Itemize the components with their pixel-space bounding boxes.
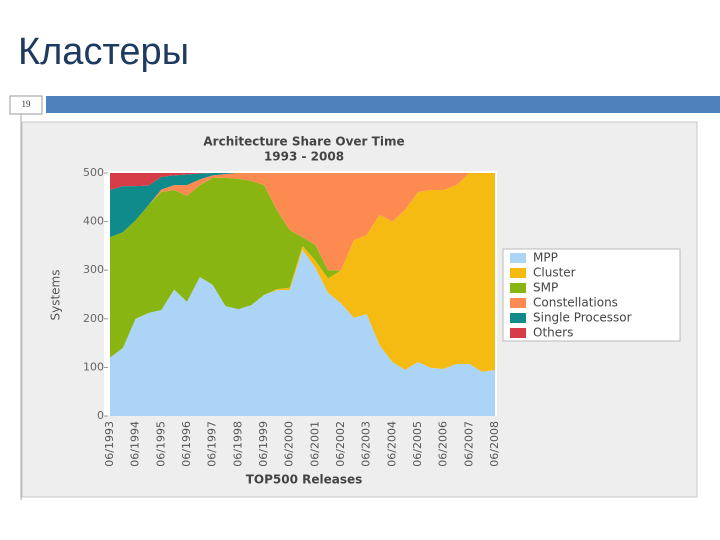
x-tick-label: 06/2003 <box>360 421 373 467</box>
legend-label: MPP <box>533 251 558 265</box>
legend-swatch <box>510 298 526 308</box>
legend-label: Single Processor <box>533 311 632 325</box>
x-tick-label: 06/1996 <box>180 421 193 467</box>
y-axis-label: Systems <box>49 270 63 321</box>
x-tick-label: 06/2008 <box>488 421 501 467</box>
x-tick-label: 06/1994 <box>129 421 142 467</box>
legend-label: Others <box>533 326 573 340</box>
legend-label: SMP <box>533 281 558 295</box>
x-tick-label: 06/2000 <box>283 421 296 467</box>
slide-number-box <box>9 95 43 115</box>
area <box>110 249 495 416</box>
x-axis-label: TOP500 Releases <box>246 473 363 487</box>
x-tick-label: 06/1998 <box>231 421 244 467</box>
slide-title: Кластеры <box>18 31 189 73</box>
area <box>110 173 495 191</box>
header-bar <box>46 96 720 113</box>
legend-swatch <box>510 328 526 338</box>
y-tick-label: 100 <box>83 360 104 373</box>
legend-label: Constellations <box>533 296 618 310</box>
legend-swatch <box>510 313 526 323</box>
legend-swatch <box>510 268 526 278</box>
y-tick-label: 500 <box>83 166 104 179</box>
y-tick-label: 200 <box>83 312 104 325</box>
x-tick-label: 06/2001 <box>308 421 321 467</box>
x-tick-label: 06/2006 <box>437 421 450 467</box>
x-tick-label: 06/2007 <box>462 421 475 467</box>
y-tick-label: 0 <box>97 409 104 422</box>
legend-label: Cluster <box>533 266 576 280</box>
y-tick-label: 400 <box>83 215 104 228</box>
slide-number: 19 <box>22 99 32 109</box>
x-tick-label: 06/1997 <box>206 421 219 467</box>
chart-title: Architecture Share Over Time <box>203 135 404 149</box>
x-tick-label: 06/1999 <box>257 421 270 467</box>
x-tick-label: 06/2002 <box>334 421 347 467</box>
legend-swatch <box>510 253 526 263</box>
area <box>110 173 495 271</box>
y-tick-label: 300 <box>83 263 104 276</box>
area <box>110 173 495 358</box>
x-tick-label: 06/1995 <box>154 421 167 467</box>
legend-swatch <box>510 283 526 293</box>
chart-subtitle: 1993 - 2008 <box>264 150 344 164</box>
legend <box>502 248 681 342</box>
x-tick-label: 06/2005 <box>411 421 424 467</box>
area <box>110 173 495 372</box>
x-tick-label: 06/1993 <box>103 421 116 467</box>
x-tick-label: 06/2004 <box>385 421 398 467</box>
